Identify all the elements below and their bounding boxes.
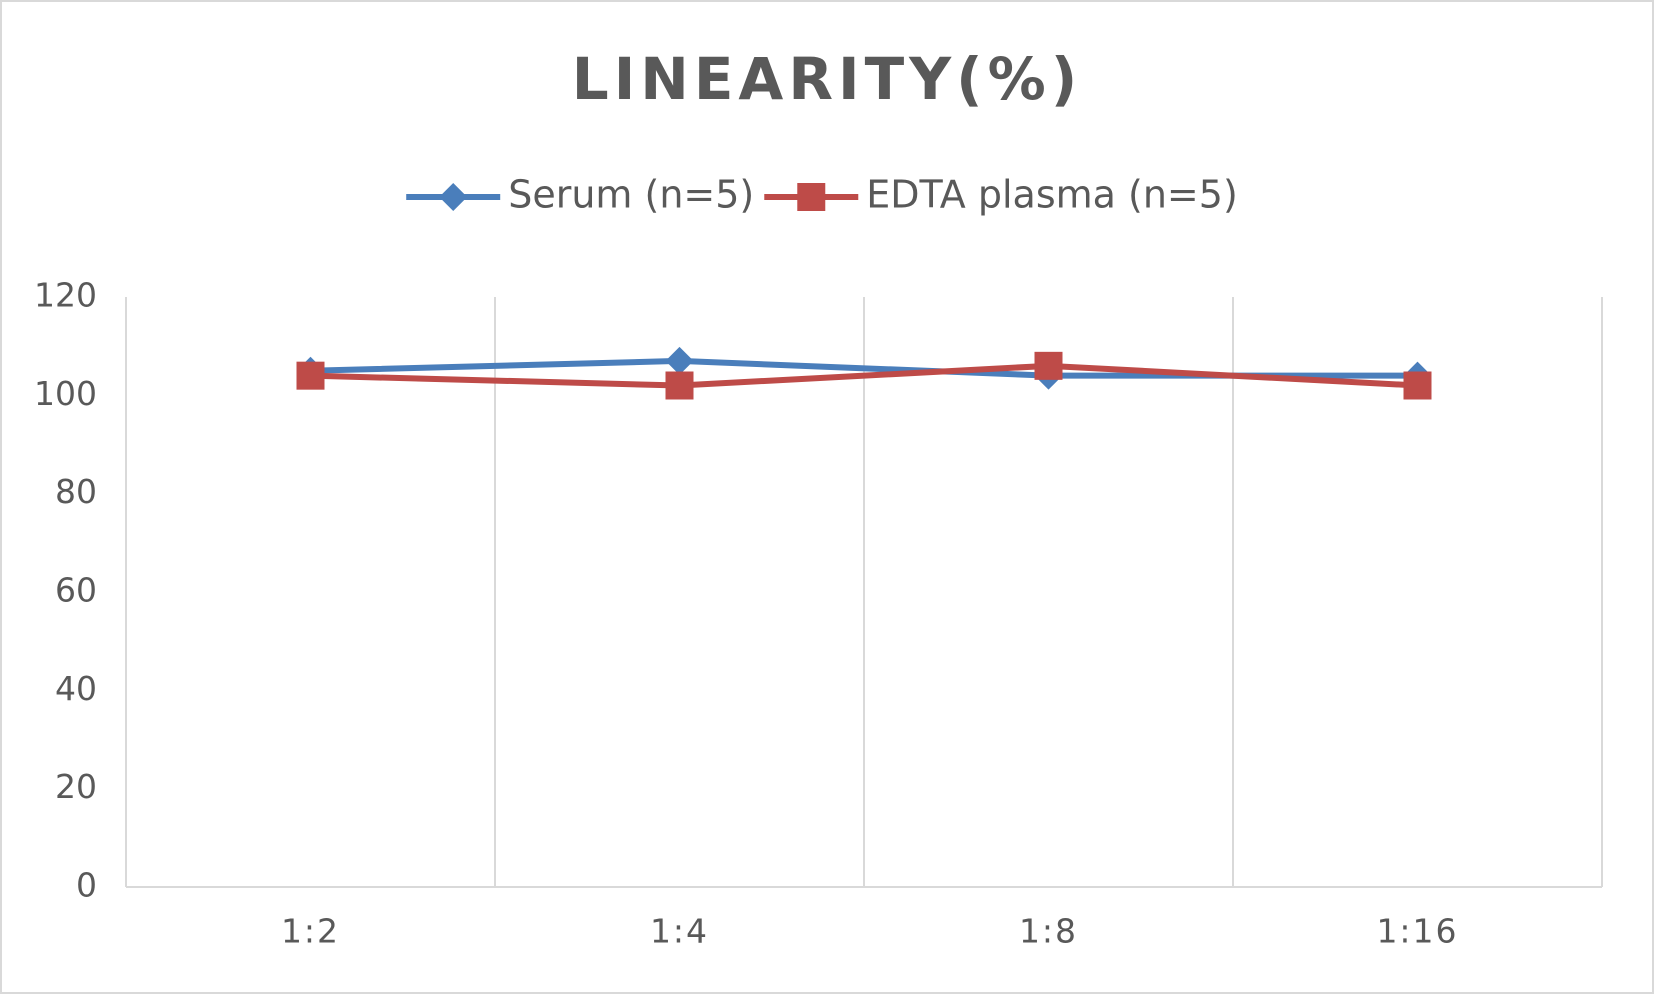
diamond-marker [665,346,694,375]
legend-label: Serum (n=5) [508,173,754,217]
square-marker [665,371,694,400]
x-tick-label: 1:8 [1019,912,1078,951]
y-tick-label: 80 [55,472,97,511]
square-marker [296,361,325,390]
series-line [310,362,1418,389]
legend-label: EDTA plasma (n=5) [866,173,1238,217]
y-tick-label: 20 [55,767,97,806]
square-marker [1403,371,1432,400]
y-tick-label: 0 [76,866,97,905]
y-tick-label: 60 [55,571,97,610]
legend-marker [439,183,468,211]
y-tick-label: 120 [34,276,97,315]
y-tick-label: 40 [55,669,97,708]
x-tick-label: 1:4 [650,912,709,951]
x-tick-label: 1:16 [1376,912,1458,951]
x-tick-label: 1:2 [281,912,340,951]
square-marker [1034,351,1063,380]
y-tick-label: 100 [34,374,97,413]
legend-marker [797,183,826,211]
chart-title: LINEARITY(%) [572,45,1083,113]
